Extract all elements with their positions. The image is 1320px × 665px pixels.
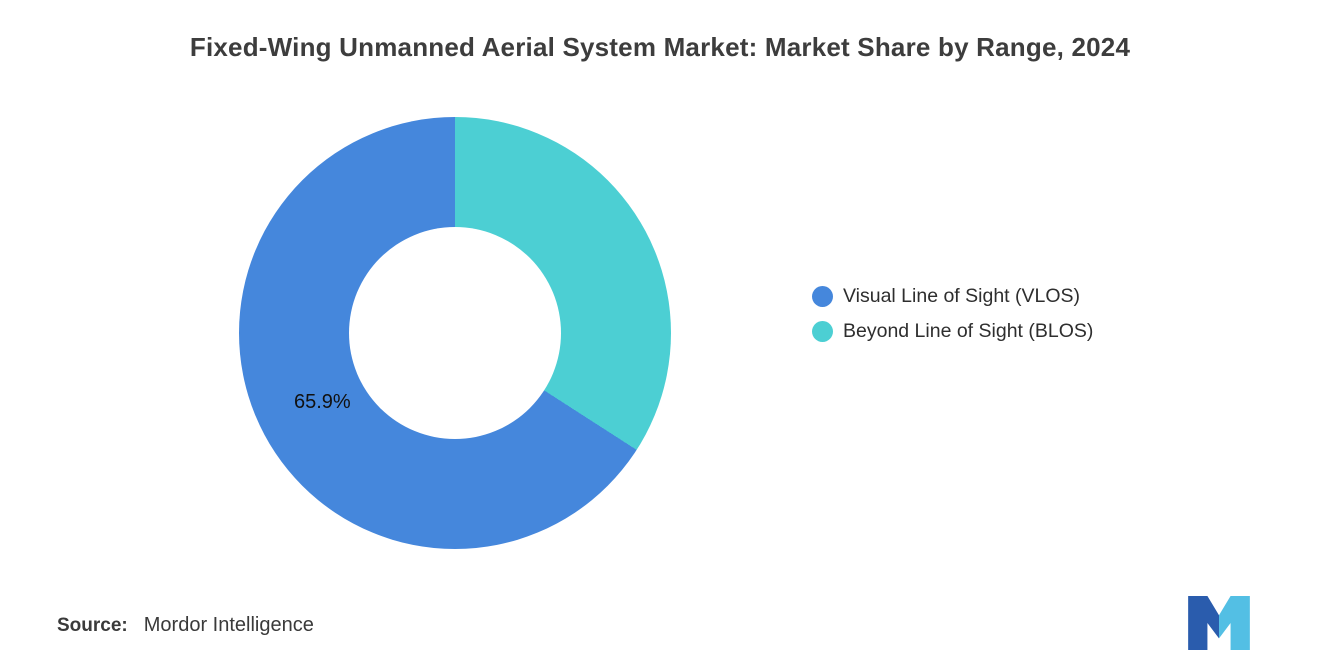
chart-legend: Visual Line of Sight (VLOS) Beyond Line …: [812, 285, 1093, 343]
legend-item-blos: Beyond Line of Sight (BLOS): [812, 320, 1093, 343]
legend-item-vlos: Visual Line of Sight (VLOS): [812, 285, 1093, 308]
legend-label-blos: Beyond Line of Sight (BLOS): [843, 320, 1094, 342]
logo-right-half: [1219, 596, 1250, 650]
legend-label-vlos: Visual Line of Sight (VLOS): [843, 285, 1081, 307]
source-value: Mordor Intelligence: [143, 614, 314, 636]
slice-value-label-vlos: 65.9%: [294, 391, 351, 413]
legend-swatch-blos: [812, 321, 833, 342]
mordor-intelligence-logo: [1188, 596, 1250, 650]
donut-hole: [349, 227, 561, 439]
donut-chart: 65.9%: [239, 117, 671, 549]
source-label: Source:: [57, 615, 128, 636]
legend-swatch-vlos: [812, 286, 833, 307]
chart-title: Fixed-Wing Unmanned Aerial System Market…: [189, 32, 1131, 62]
logo-left-half: [1188, 596, 1219, 650]
source-line: Source: Mordor Intelligence: [57, 614, 314, 637]
